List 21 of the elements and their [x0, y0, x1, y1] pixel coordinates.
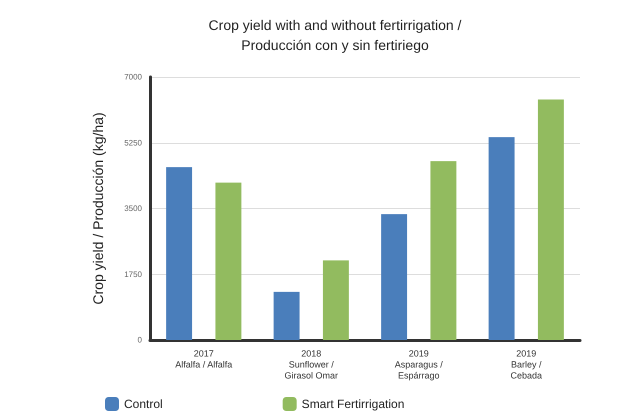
bar: [488, 137, 515, 340]
x-tick-label: 2017 Alfalfa / Alfalfa: [175, 348, 232, 370]
bar: [274, 292, 300, 340]
bar: [538, 100, 564, 340]
x-tick-label: 2019 Asparagus / Espárrago: [394, 348, 444, 380]
bar: [430, 161, 456, 340]
y-tick-label: 0: [138, 336, 143, 344]
y-axis-title: Crop yield / Producción (kg/ha): [90, 112, 106, 305]
y-tick-label: 7000: [124, 72, 143, 82]
y-tick-label: 1750: [124, 270, 143, 279]
x-tick-label: 2019 Barley / Cebada: [510, 348, 542, 380]
bar: [166, 167, 192, 340]
bar: [215, 182, 242, 340]
bar: [381, 214, 408, 340]
legend-label: Smart Fertirrigation: [302, 397, 404, 411]
legend-label: Control: [124, 397, 163, 411]
y-tick-label: 5250: [124, 138, 143, 148]
y-tick-label: 3500: [124, 204, 143, 213]
x-tick-label: 2018 Sunflower / Girasol Omar: [284, 348, 338, 380]
bar: [322, 260, 349, 340]
chart-title: Crop yield with and without fertirrigation / Producción con y sin fertiriego: [208, 17, 462, 53]
